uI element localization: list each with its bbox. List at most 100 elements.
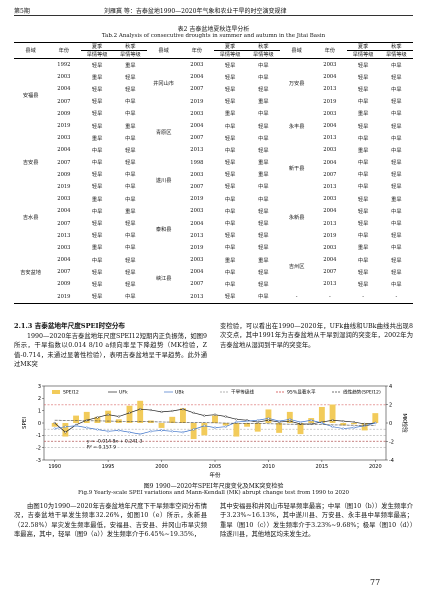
line-point <box>181 431 185 434</box>
table-cell: 2003 <box>323 147 337 154</box>
line-point <box>160 429 163 432</box>
line-point <box>139 408 142 411</box>
line-point <box>107 413 110 416</box>
table-cell: 轻旱 <box>357 208 369 215</box>
line-point <box>310 419 313 422</box>
county-cell: 万安县 <box>288 80 305 87</box>
y-tick-label: 2 <box>38 396 41 402</box>
legend-label: 95%显著水平 <box>287 389 316 396</box>
line-point <box>213 413 217 416</box>
table-cell: 轻旱 <box>224 184 236 191</box>
x-tick-label: 2000 <box>155 464 168 470</box>
line-point <box>203 424 206 427</box>
x-tick-label: 2005 <box>209 464 222 470</box>
annotation: R² = 0.157 9 <box>87 445 116 451</box>
table-cell: 轻旱 <box>224 86 236 93</box>
table-cell: 2003 <box>57 244 71 251</box>
table-cell: 中旱 <box>258 111 269 118</box>
table-cell: 重旱 <box>91 196 103 203</box>
header-cell: 年份 <box>180 42 214 59</box>
table-cell: 2007 <box>190 86 204 93</box>
issue: 第5期 <box>14 8 30 15</box>
table-cell: 中旱 <box>125 245 136 252</box>
table-cell: 中旱 <box>91 160 103 167</box>
table-cell: 重旱 <box>357 245 369 252</box>
bar <box>265 409 272 423</box>
bar <box>276 423 283 433</box>
line-point <box>171 430 174 433</box>
table-cell: 轻旱 <box>258 281 269 288</box>
line-point <box>235 420 238 424</box>
table-cell: 轻旱 <box>258 147 269 154</box>
paragraph: 其中安福县和井冈山市轻旱频率最高；中旱（图10（b））发生频率介于3.23%~1… <box>220 503 413 539</box>
table-cell: 中旱 <box>357 172 369 179</box>
table-cell: 2007 <box>190 135 204 142</box>
table-cell: 2019 <box>190 244 204 251</box>
table-cell: 2003 <box>190 62 204 69</box>
table-cell: 重旱 <box>357 111 369 118</box>
legend-label: SPEI12 <box>63 390 79 396</box>
table-cell: 轻旱 <box>91 233 103 240</box>
section-title: 2.1.3 吉泰盆地年尺度SPEI时空分布 <box>14 322 126 330</box>
table-cell: 2004 <box>57 147 71 154</box>
table-cell: 中旱 <box>224 269 236 276</box>
header-cell: 夏季 <box>80 42 114 51</box>
table-cell: 轻旱 <box>357 62 369 69</box>
table-cell: 中旱 <box>391 281 402 288</box>
header-cell: 夏季 <box>346 42 380 51</box>
table-cell: 1992 <box>57 62 71 69</box>
annotation: y = -0.014 8x + 0.241 3 <box>87 439 143 445</box>
table-cell: 中旱 <box>125 99 136 106</box>
line-point <box>74 424 78 427</box>
table-cell: 2013 <box>323 281 337 288</box>
bar <box>94 416 101 423</box>
table-cell: 2004 <box>57 208 71 215</box>
table-cell: 轻旱 <box>125 160 136 167</box>
header-cell: 旱情等级 <box>379 50 413 59</box>
line-point <box>96 428 99 431</box>
header-cell: 县域 <box>280 42 314 59</box>
y2-tick-label: 2 <box>389 402 392 408</box>
table-cell: 中旱 <box>357 257 369 264</box>
table-cell: 轻旱 <box>357 123 369 130</box>
bar <box>105 410 112 423</box>
table-cell: 2019 <box>57 183 71 190</box>
table-cell: 2004 <box>323 159 337 166</box>
bar <box>126 405 133 423</box>
table-cell: 重旱 <box>258 257 269 264</box>
table-cell: 2019 <box>190 196 204 203</box>
table-cell: 轻旱 <box>258 123 269 130</box>
table-cell: 轻旱 <box>258 208 269 215</box>
table-cell: 重旱 <box>125 208 136 215</box>
y-tick-label: -1 <box>36 433 41 439</box>
table-cell: 轻旱 <box>224 74 236 81</box>
table-cell: 重旱 <box>91 74 103 81</box>
table-cell: 中旱 <box>357 135 369 142</box>
table-cell: 2003 <box>323 110 337 117</box>
header-cell: 旱情等级 <box>113 50 147 59</box>
table-cell: 轻旱 <box>391 269 402 276</box>
line-point <box>53 421 56 425</box>
table-cell: 中旱 <box>391 245 402 252</box>
table-cell: 中旱 <box>391 221 402 228</box>
line-point <box>374 421 377 425</box>
table-cell: 重旱 <box>258 99 269 106</box>
legend-label: UBk <box>175 390 185 396</box>
table-cell: 2004 <box>190 123 204 130</box>
county-cell: 吉水县 <box>22 214 39 221</box>
table-cell: 重旱 <box>125 62 136 69</box>
table-cell: 中旱 <box>391 208 402 215</box>
table-cell: 2003 <box>57 135 71 142</box>
table-cell: 2007 <box>323 269 337 276</box>
table-cell: 轻旱 <box>125 147 136 154</box>
table-cell: 轻旱 <box>125 257 136 264</box>
y-tick-label: -3 <box>36 458 41 464</box>
line-point <box>128 411 131 414</box>
table-cell: 2003 <box>323 196 337 203</box>
table-cell: 轻旱 <box>258 86 269 93</box>
table-cell: 轻旱 <box>258 269 269 276</box>
table-cell: 2007 <box>190 281 204 288</box>
table-cell: 轻旱 <box>91 221 103 228</box>
table-cell: 2004 <box>190 74 204 81</box>
line-point <box>278 420 281 423</box>
